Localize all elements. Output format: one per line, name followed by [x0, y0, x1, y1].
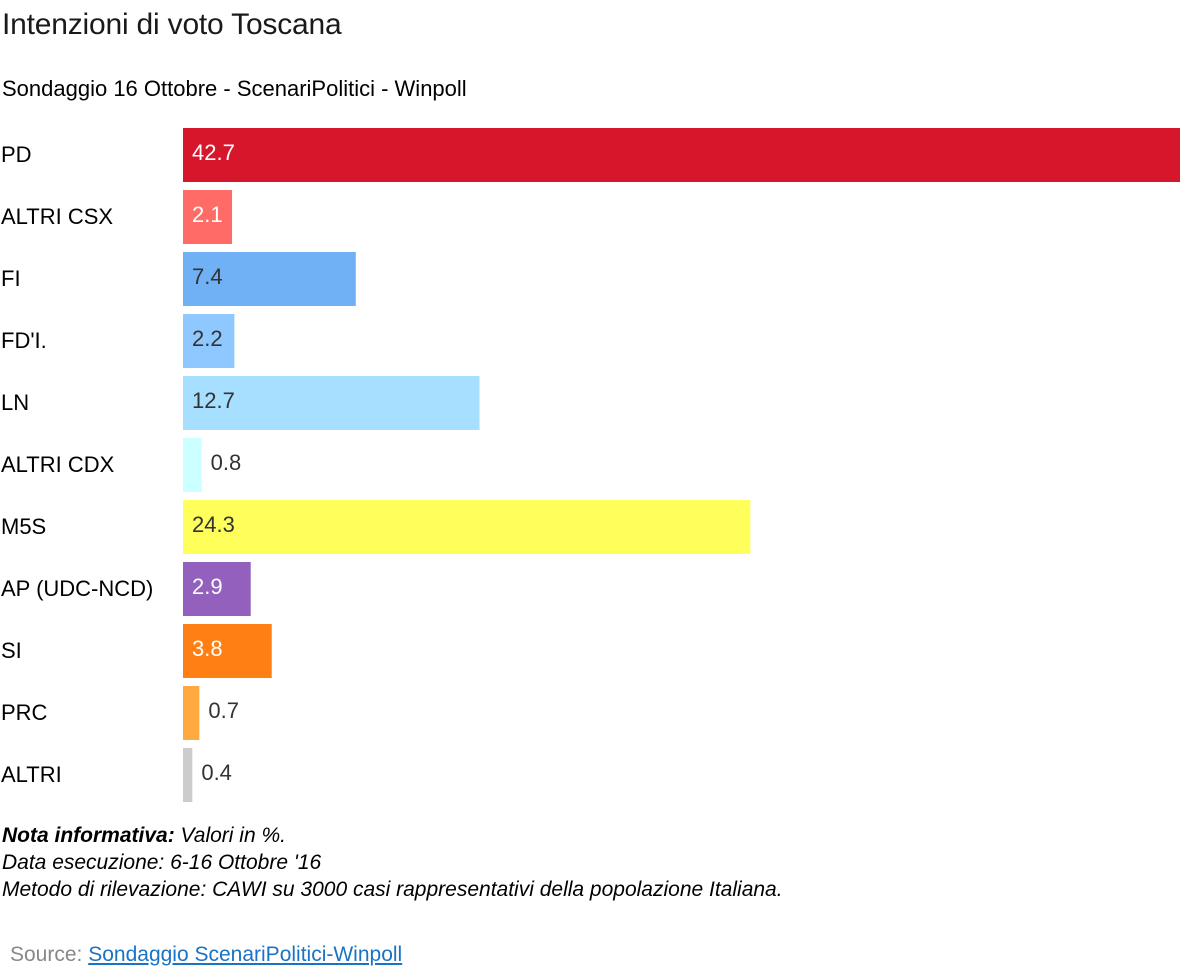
- value-label-m5s: 24.3: [192, 512, 235, 537]
- bar-ap-udc-ncd: [183, 562, 251, 616]
- notes-line-2: Data esecuzione: 6-16 Ottobre '16: [2, 851, 322, 874]
- bar-altri-csx: [183, 190, 233, 244]
- category-label-ap-udc-ncd: AP (UDC-NCD): [1, 576, 153, 601]
- bar-fd-i: [183, 314, 235, 368]
- category-label-fi: FI: [1, 266, 21, 291]
- notes-label: Nota informativa:: [2, 824, 175, 847]
- value-label-fd-i: 2.2: [192, 326, 223, 351]
- value-label-altri: 0.4: [201, 760, 232, 785]
- notes-block: Nota informativa: Valori in %. Data esec…: [2, 822, 783, 903]
- category-label-prc: PRC: [1, 700, 48, 725]
- bar-altri: [183, 748, 193, 802]
- notes-units: Valori in %.: [180, 824, 286, 847]
- value-label-altri-cdx: 0.8: [211, 450, 242, 475]
- category-label-altri-cdx: ALTRI CDX: [1, 452, 115, 477]
- bar-ln: [183, 376, 480, 430]
- value-label-prc: 0.7: [208, 698, 239, 723]
- category-label-ln: LN: [1, 390, 29, 415]
- category-label-fd-i: FD'I.: [1, 328, 47, 353]
- bar-prc: [183, 686, 200, 740]
- category-label-altri-csx: ALTRI CSX: [1, 204, 113, 229]
- value-label-ap-udc-ncd: 2.9: [192, 574, 223, 599]
- category-label-si: SI: [1, 638, 22, 663]
- bar-chart: PD 42.7 ALTRI CSX 2.1 FI 7.4 FD'I. 2.2 LN 12.7 ALT…: [1, 128, 1180, 802]
- source-label: Source:: [10, 943, 89, 966]
- category-label-altri: ALTRI: [1, 762, 62, 787]
- notes-line-3: Metodo di rilevazione: CAWI su 3000 casi…: [2, 878, 783, 901]
- bar-altri-cdx: [183, 438, 202, 492]
- source-link[interactable]: Sondaggio ScenariPolitici-Winpoll: [88, 943, 403, 966]
- source-line: Source: Sondaggio ScenariPolitici-Winpol…: [10, 943, 402, 967]
- chart-subtitle: Sondaggio 16 Ottobre - ScenariPolitici -…: [2, 76, 467, 101]
- bar-si: [183, 624, 272, 678]
- value-label-altri-csx: 2.1: [192, 202, 223, 227]
- value-label-ln: 12.7: [192, 388, 235, 413]
- bar-fi: [183, 252, 356, 306]
- bar-pd: [183, 128, 1180, 182]
- chart-title: Intenzioni di voto Toscana: [2, 8, 342, 41]
- notes-line-1: Nota informativa: Valori in %.: [2, 822, 783, 849]
- value-label-si: 3.8: [192, 636, 223, 661]
- category-label-m5s: M5S: [1, 514, 46, 539]
- bar-m5s: [183, 500, 751, 554]
- category-label-pd: PD: [1, 142, 32, 167]
- value-label-pd: 42.7: [192, 140, 235, 165]
- value-label-fi: 7.4: [192, 264, 223, 289]
